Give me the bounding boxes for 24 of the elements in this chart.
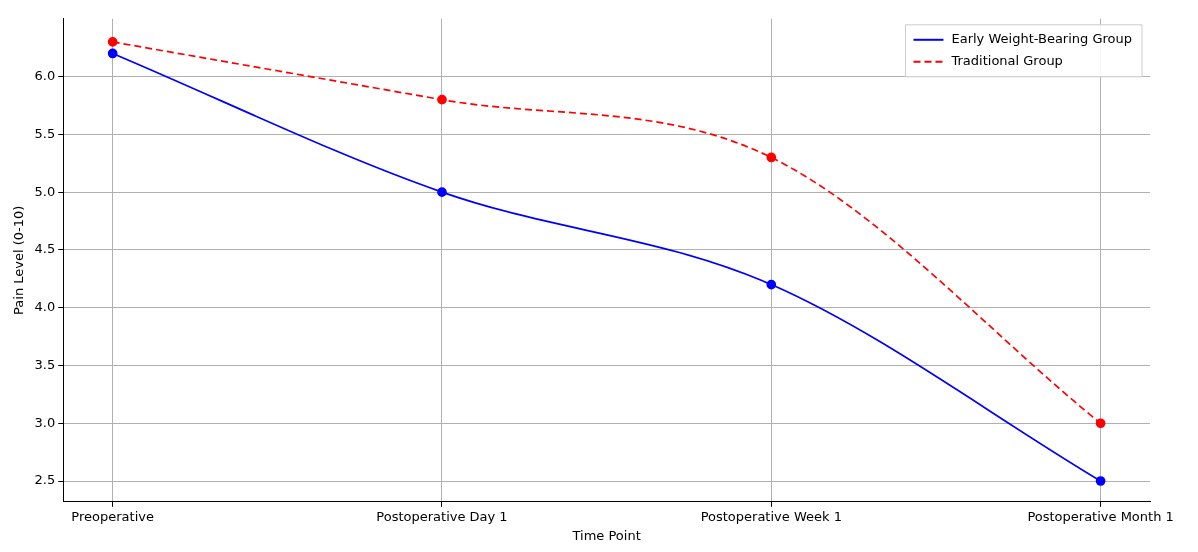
y-axis-title: Pain Level (0-10) [11, 205, 27, 315]
y-tick-label: 5.5 [34, 125, 56, 141]
point [766, 279, 777, 290]
point [1095, 418, 1106, 429]
legend-label: Early Weight-Bearing Group [951, 31, 1133, 47]
x-tick-label: Postoperative Week 1 [700, 508, 842, 524]
x-tick-label: Postoperative Month 1 [1027, 508, 1174, 524]
y-tick-label: 6.0 [34, 67, 56, 83]
legend-label: Traditional Group [950, 53, 1063, 69]
point [107, 37, 118, 47]
y-tick-label: 2.5 [34, 472, 56, 488]
y-tick-label: 5.0 [34, 183, 56, 199]
x-tick-label: Preoperative [71, 508, 154, 524]
y-tick-label: 4.0 [34, 299, 56, 315]
point [437, 187, 447, 197]
x-tick-label: Postoperative Day 1 [376, 508, 508, 524]
point [766, 152, 777, 163]
point [1095, 476, 1106, 486]
point [107, 48, 118, 59]
point [437, 94, 447, 105]
y-tick-label: 3.0 [34, 414, 56, 430]
x-axis-title: Time Point [571, 527, 641, 543]
y-tick-label: 4.5 [34, 241, 56, 257]
y-tick-label: 3.5 [34, 356, 56, 372]
